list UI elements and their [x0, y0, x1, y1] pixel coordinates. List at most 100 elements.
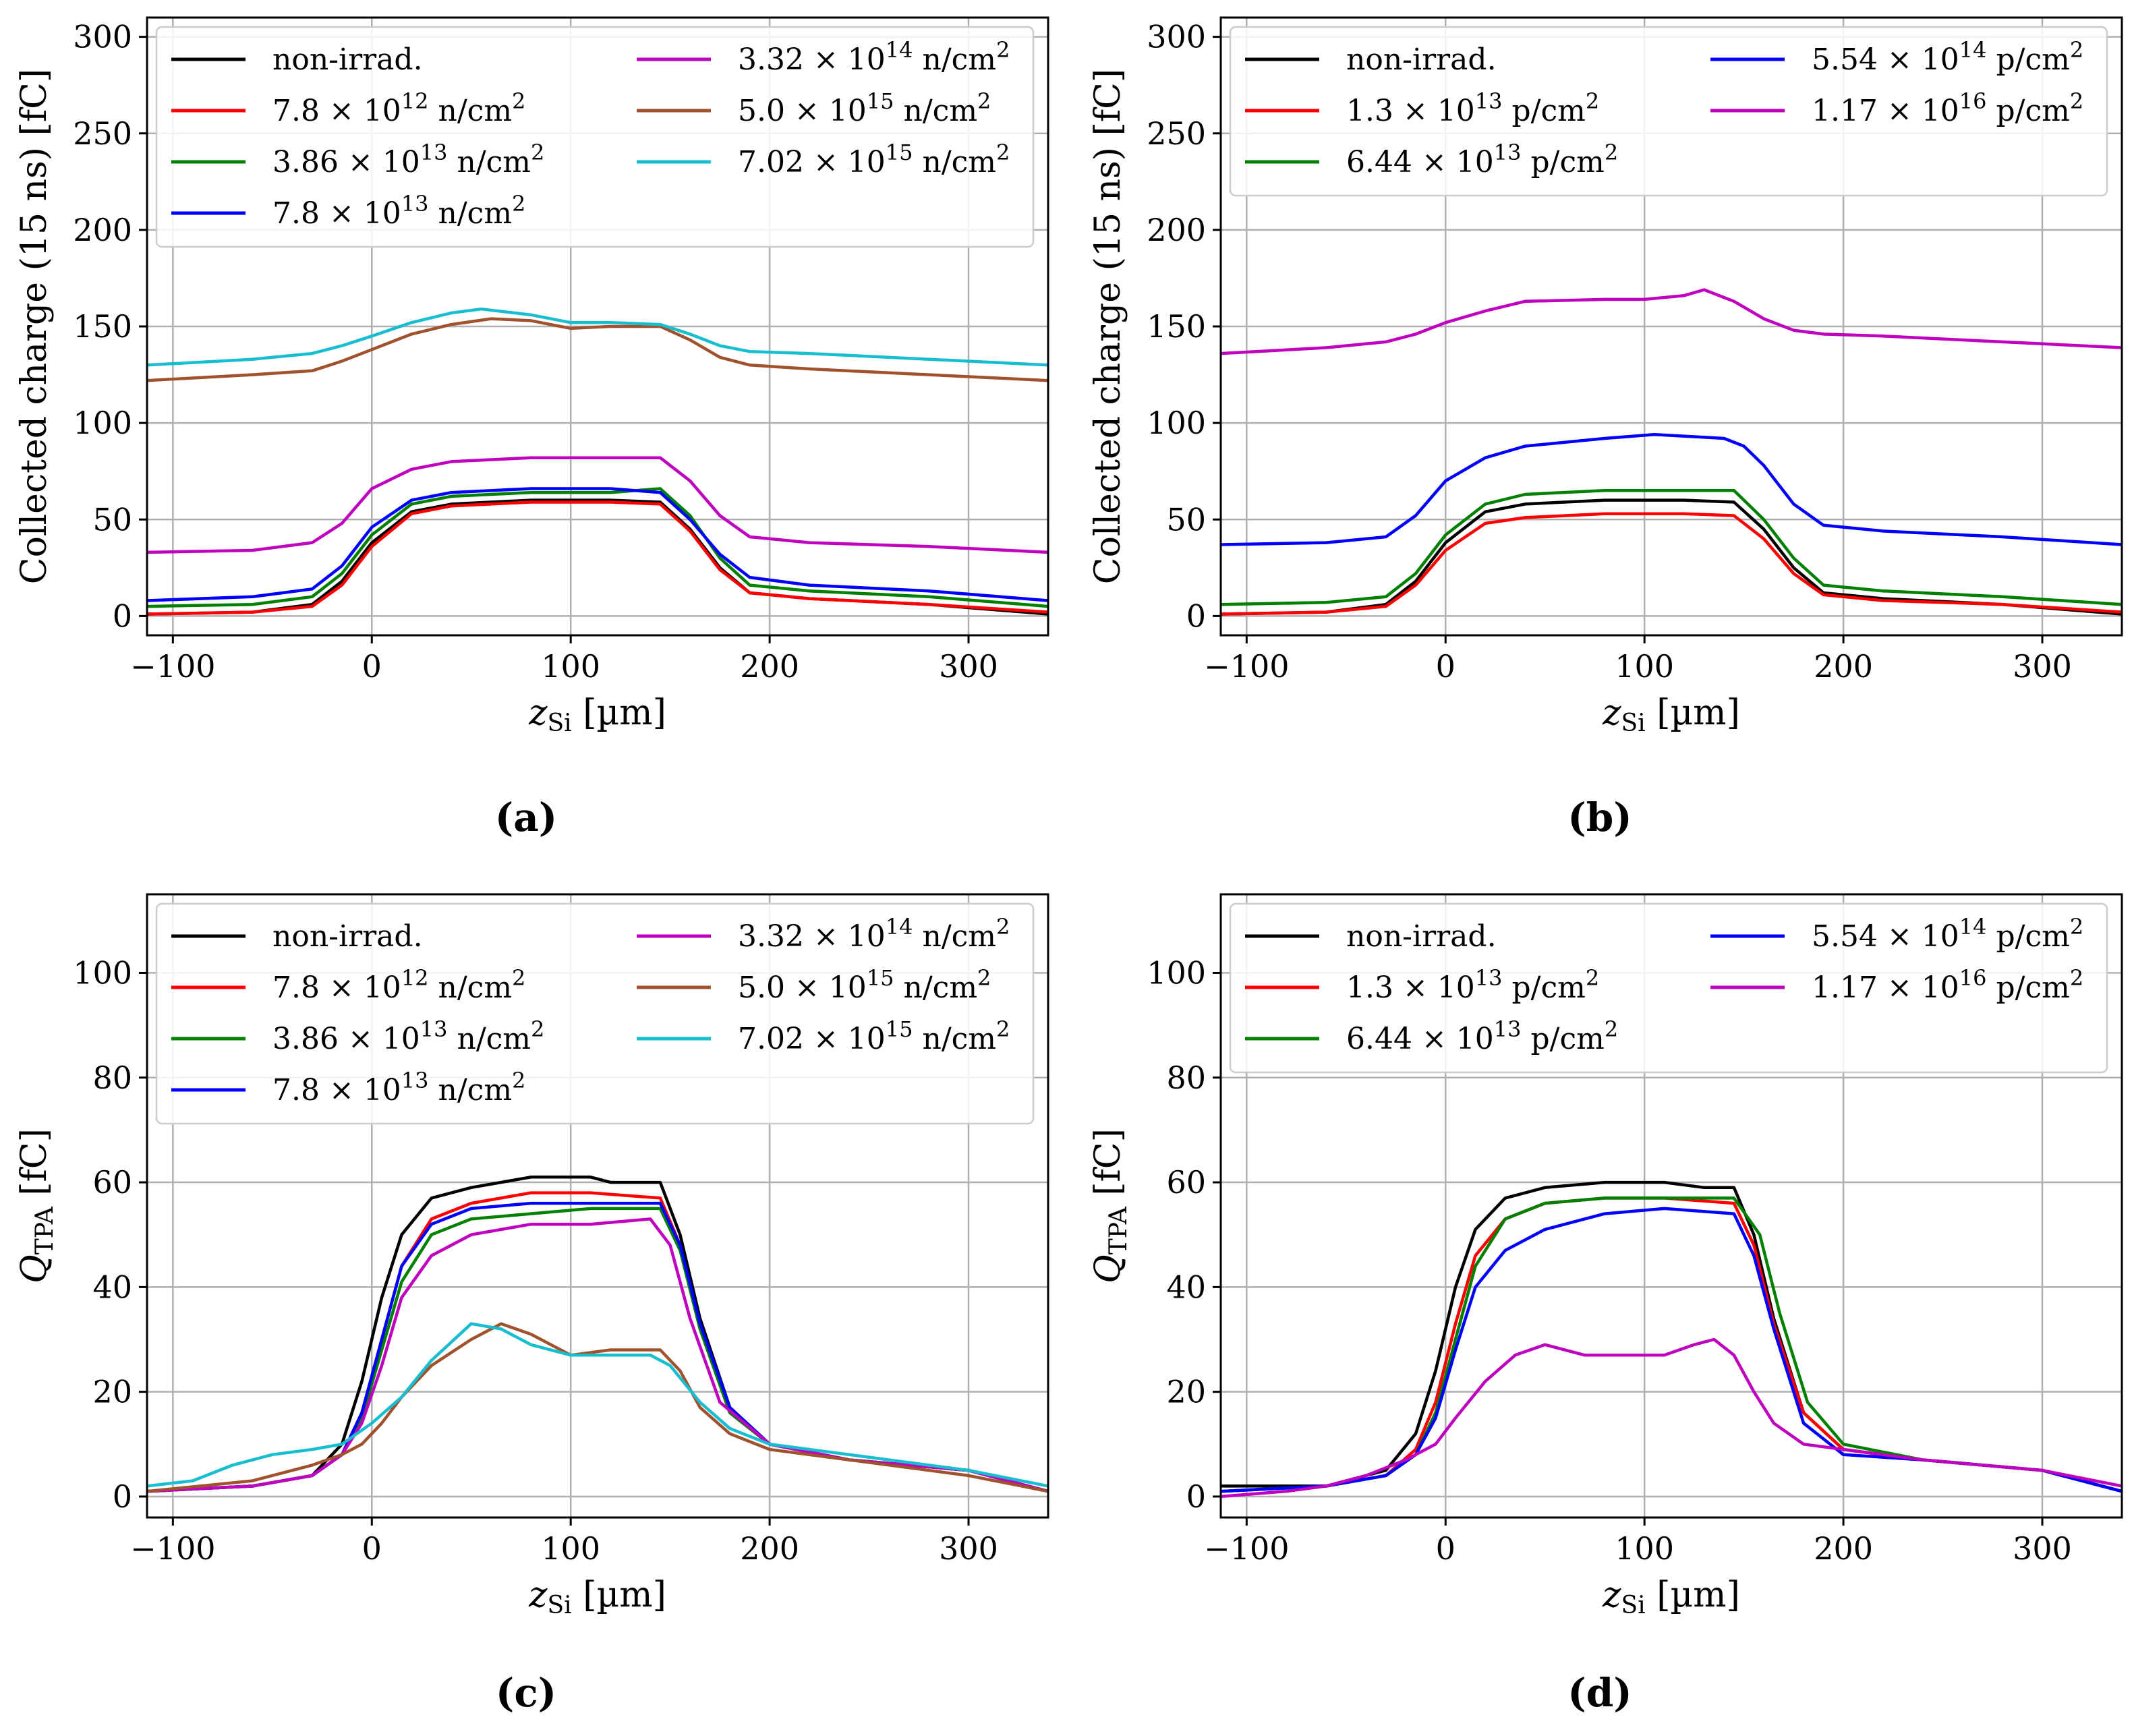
series-line-2 [147, 1191, 1048, 1493]
y-tick-label: 100 [73, 405, 132, 441]
panel-b: −100 0 100 200 300 0 50 100 150 200 250 300 zSi [µm]… [1088, 16, 2123, 840]
legend-box [1229, 902, 2108, 1074]
y-tick-label: 80 [92, 1060, 132, 1096]
y-tick-label: 100 [73, 954, 132, 991]
panel-label: (b) [1567, 794, 1632, 840]
y-tick-label: 0 [1186, 1478, 1206, 1515]
x-tick-label: 100 [1615, 648, 1674, 685]
legend-box [1229, 26, 2108, 197]
y-tick-label: 40 [1166, 1269, 1206, 1305]
plot-frame [1219, 893, 2123, 1519]
y-tick-label: 250 [73, 115, 132, 152]
y-tick-label: 50 [92, 501, 132, 538]
y-tick-label: 0 [113, 598, 132, 634]
series-line-2 [1221, 512, 2122, 616]
legend-label: non-irrad. [1346, 42, 1497, 77]
legend: non-irrad. 1.3 × 1013 p/cm2 6.44 × 1013 p/… [1229, 902, 2108, 1074]
legend-box [155, 26, 1035, 248]
legend-label: non-irrad. [272, 919, 423, 954]
panel-label: (a) [495, 794, 557, 840]
y-tick-label: 0 [113, 1478, 132, 1515]
legend-label: 3.32 × 1014 n/cm2 [738, 914, 1010, 954]
legend-label: 1.3 × 1013 p/cm2 [1346, 88, 1599, 128]
legend-label: 1.17 × 1016 p/cm2 [1812, 965, 2083, 1005]
y-tick-label: 200 [73, 212, 132, 248]
plot-frame [146, 893, 1049, 1519]
x-axis-label: zSi [µm] [528, 693, 666, 737]
legend-label: 6.44 × 1013 p/cm2 [1346, 140, 1618, 179]
y-tick-label: 20 [1166, 1374, 1206, 1410]
y-tick-label: 300 [73, 19, 132, 55]
legend-label: 7.8 × 1013 n/cm2 [272, 1068, 525, 1107]
y-tick-label: 40 [92, 1269, 132, 1305]
series-group [147, 1176, 1048, 1493]
legend-label: 7.02 × 1015 n/cm2 [738, 1016, 1010, 1056]
series-line-3 [147, 1207, 1048, 1493]
y-axis-label: QTPA [fC] [14, 1128, 59, 1283]
series-group [147, 307, 1048, 616]
series-line-6 [147, 317, 1048, 382]
x-tick-label: 200 [1814, 648, 1873, 685]
panel-label: (c) [496, 1670, 556, 1716]
series-line-5 [147, 456, 1048, 554]
legend: non-irrad. 1.3 × 1013 p/cm2 6.44 × 1013 p/… [1229, 26, 2108, 197]
x-axis-label: zSi [µm] [1602, 693, 1740, 737]
x-tick-label: 300 [2013, 648, 2072, 685]
legend-label: 5.0 × 1015 n/cm2 [738, 965, 991, 1005]
series-line-4 [1221, 433, 2122, 546]
legend-label: non-irrad. [1346, 919, 1497, 954]
x-tick-label: 300 [2013, 1530, 2072, 1567]
series-line-6 [147, 1322, 1048, 1493]
y-tick-label: 100 [1147, 954, 1206, 991]
legend-label: 3.86 × 1013 n/cm2 [272, 140, 544, 179]
x-tick-label: 200 [740, 1530, 799, 1567]
legend-label: 7.8 × 1013 n/cm2 [272, 191, 525, 231]
series-line-4 [147, 1201, 1048, 1493]
series-line-4 [1221, 1207, 2122, 1493]
x-tick-label: 200 [740, 648, 799, 685]
legend-label: 5.54 × 1014 p/cm2 [1812, 914, 2083, 954]
x-tick-label: 300 [939, 1530, 998, 1567]
panel-c: −100 0 100 200 300 0 20 40 60 80 100 zSi [µm] QTPA [… [14, 893, 1049, 1716]
y-tick-label: 80 [1166, 1060, 1206, 1096]
y-tick-label: 150 [1147, 308, 1206, 345]
x-tick-label: −100 [130, 648, 215, 685]
legend-label: 5.54 × 1014 p/cm2 [1812, 37, 2083, 77]
y-tick-label: 300 [1147, 19, 1206, 55]
legend-box [155, 902, 1035, 1125]
y-tick-label: 50 [1166, 501, 1206, 538]
series-group [1221, 1180, 2122, 1499]
legend-label: 5.0 × 1015 n/cm2 [738, 88, 991, 128]
y-tick-label: 250 [1147, 115, 1206, 152]
legend-label: 3.32 × 1014 n/cm2 [738, 37, 1010, 77]
x-tick-label: 100 [541, 648, 600, 685]
series-line-5 [1221, 1337, 2122, 1499]
series-line-7 [147, 1322, 1048, 1488]
legend-label: 6.44 × 1013 p/cm2 [1346, 1016, 1618, 1056]
panel-d: −100 0 100 200 300 0 20 40 60 80 100 zSi [µm] QTPA [… [1088, 893, 2123, 1716]
series-line-4 [147, 487, 1048, 602]
x-tick-label: 100 [1615, 1530, 1674, 1567]
y-tick-label: 100 [1147, 405, 1206, 441]
y-axis-label: Collected charge (15 ns) [fC] [1088, 69, 1128, 584]
series-line-2 [147, 500, 1048, 616]
panel-label: (d) [1567, 1670, 1632, 1716]
x-tick-label: 0 [1436, 648, 1455, 685]
x-tick-label: −100 [1204, 648, 1289, 685]
x-tick-label: 0 [362, 1530, 382, 1567]
y-tick-label: 20 [92, 1374, 132, 1410]
legend-label: 1.3 × 1013 p/cm2 [1346, 965, 1599, 1005]
y-tick-label: 150 [73, 308, 132, 345]
series-group [1221, 288, 2122, 616]
y-axis-label: Collected charge (15 ns) [fC] [14, 69, 55, 584]
x-tick-label: 100 [541, 1530, 600, 1567]
x-tick-label: 0 [362, 648, 382, 685]
x-axis-label: zSi [µm] [1602, 1575, 1740, 1619]
y-tick-label: 200 [1147, 212, 1206, 248]
y-tick-label: 0 [1186, 598, 1206, 634]
x-tick-label: −100 [130, 1530, 215, 1567]
x-tick-label: 0 [1436, 1530, 1455, 1567]
series-line-2 [1221, 1196, 2122, 1493]
series-line-3 [147, 487, 1048, 608]
